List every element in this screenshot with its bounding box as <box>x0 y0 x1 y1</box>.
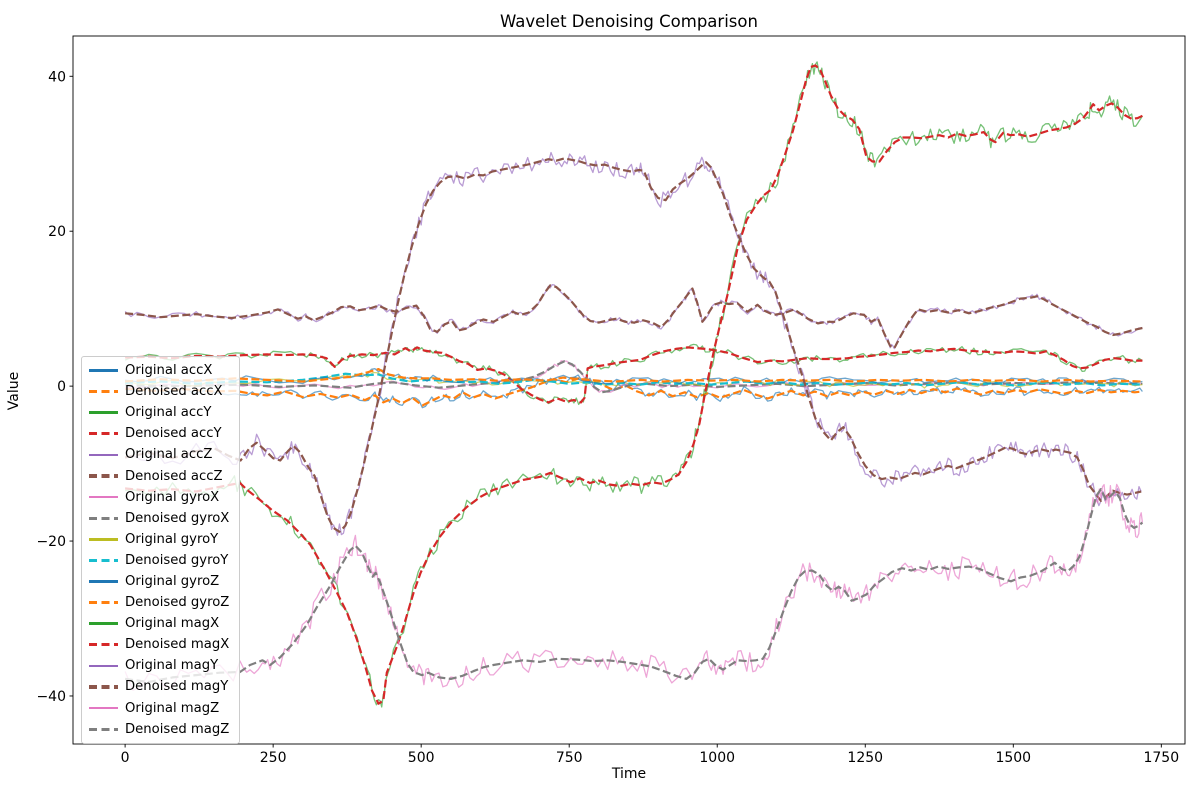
legend-item-label: Denoised magZ <box>125 721 230 737</box>
legend-item-label: Original accX <box>125 363 213 379</box>
legend-item-label: Denoised accY <box>125 426 222 442</box>
y-tick-label: 20 <box>48 224 66 240</box>
legend-item-label: Original magX <box>125 616 220 632</box>
legend-item: Denoised gyroX <box>82 508 239 529</box>
legend-item: Original gyroZ <box>82 571 239 592</box>
legend-item-label: Original magY <box>125 658 219 674</box>
legend-dashed-line-sample <box>89 390 118 394</box>
series-denoised-gyroy <box>125 372 1143 387</box>
legend-item-label: Original accY <box>125 405 212 421</box>
legend-dashed-line-sample <box>89 516 118 520</box>
legend-item: Denoised accZ <box>82 465 239 486</box>
axes-spines <box>72 35 1186 745</box>
x-tick-label: 1250 <box>847 750 883 766</box>
legend-item-label: Denoised accZ <box>125 468 223 484</box>
legend-item: Denoised magX <box>82 634 239 655</box>
series-denoised-magz <box>124 488 1144 684</box>
y-axis-label: Value <box>6 371 22 411</box>
legend-item-label: Original gyroZ <box>125 573 220 589</box>
legend-dashed-line-sample <box>89 432 118 436</box>
legend-item-label: Denoised magX <box>125 637 230 653</box>
y-tick-label: 0 <box>57 379 66 395</box>
legend-item: Original accZ <box>82 444 239 465</box>
series-denoised-accy <box>125 346 1143 404</box>
legend-item: Original magY <box>82 655 239 676</box>
series-original-magx <box>125 61 1143 708</box>
x-tick-label: 0 <box>121 750 130 766</box>
legend-item: Denoised magZ <box>82 719 239 740</box>
x-tick-label: 1000 <box>699 750 735 766</box>
legend-dashed-line-sample <box>89 643 118 647</box>
legend-item-label: Denoised gyroX <box>125 510 230 526</box>
chart-title: Wavelet Denoising Comparison <box>500 12 758 31</box>
x-axis-label: Time <box>611 766 647 782</box>
legend-item-label: Denoised accX <box>125 384 223 400</box>
y-tick-label: −20 <box>36 534 66 550</box>
legend-dashed-line-sample <box>89 600 118 605</box>
series-denoised-magy <box>124 157 1142 533</box>
legend-dashed-line-sample <box>89 474 118 478</box>
legend-dashed-line-sample <box>89 685 118 689</box>
x-tick-label: 250 <box>260 750 287 766</box>
legend-item-label: Denoised gyroY <box>125 552 229 568</box>
legend-item-label: Original accZ <box>125 447 213 463</box>
legend-item: Denoised accX <box>82 381 239 402</box>
legend-solid-line-sample <box>89 664 118 668</box>
legend-item-label: Denoised gyroZ <box>125 595 230 611</box>
legend-item: Original magX <box>82 613 239 634</box>
series-denoised-accx <box>125 377 1143 407</box>
legend-solid-line-sample <box>89 369 118 372</box>
legend-solid-line-sample <box>89 580 118 583</box>
y-tick-label: 40 <box>48 69 66 85</box>
legend-dashed-line-sample <box>89 727 118 731</box>
x-tick-label: 750 <box>556 750 583 766</box>
legend-item: Denoised accY <box>82 423 239 444</box>
legend-solid-line-sample <box>89 538 118 541</box>
legend-solid-line-sample <box>89 411 118 415</box>
legend-item: Original magZ <box>82 698 239 719</box>
legend-item-label: Denoised magY <box>125 679 229 695</box>
legend-item: Denoised gyroY <box>82 550 239 571</box>
legend-dashed-line-sample <box>89 558 118 562</box>
x-tick-label: 500 <box>408 750 435 766</box>
x-tick-label: 1500 <box>995 750 1031 766</box>
plot-lines <box>124 61 1144 708</box>
legend-solid-line-sample <box>89 706 118 710</box>
legend-solid-line-sample <box>89 453 118 457</box>
legend-item: Original gyroX <box>82 487 239 508</box>
legend: Original accX Denoised accX Original accY D… <box>81 356 240 744</box>
series-original-magy <box>124 151 1142 536</box>
legend-item: Denoised gyroZ <box>82 592 239 613</box>
series-denoised-gyrox <box>125 360 1143 394</box>
legend-item: Original gyroY <box>82 529 239 550</box>
series-denoised-accz <box>125 284 1143 350</box>
legend-item-label: Original gyroX <box>125 489 220 505</box>
x-tick-label: 1750 <box>1143 750 1179 766</box>
series-denoised-gyroz <box>125 368 1143 383</box>
legend-solid-line-sample <box>89 495 118 499</box>
legend-solid-line-sample <box>89 622 118 625</box>
series-original-magz <box>124 483 1144 691</box>
legend-item-label: Original gyroY <box>125 531 219 547</box>
legend-item-label: Original magZ <box>125 700 220 716</box>
y-tick-label: −40 <box>36 689 66 705</box>
series-original-accz <box>124 284 1143 350</box>
legend-item: Original accY <box>82 402 239 423</box>
legend-item: Original accX <box>82 360 239 381</box>
legend-item: Denoised magY <box>82 676 239 697</box>
